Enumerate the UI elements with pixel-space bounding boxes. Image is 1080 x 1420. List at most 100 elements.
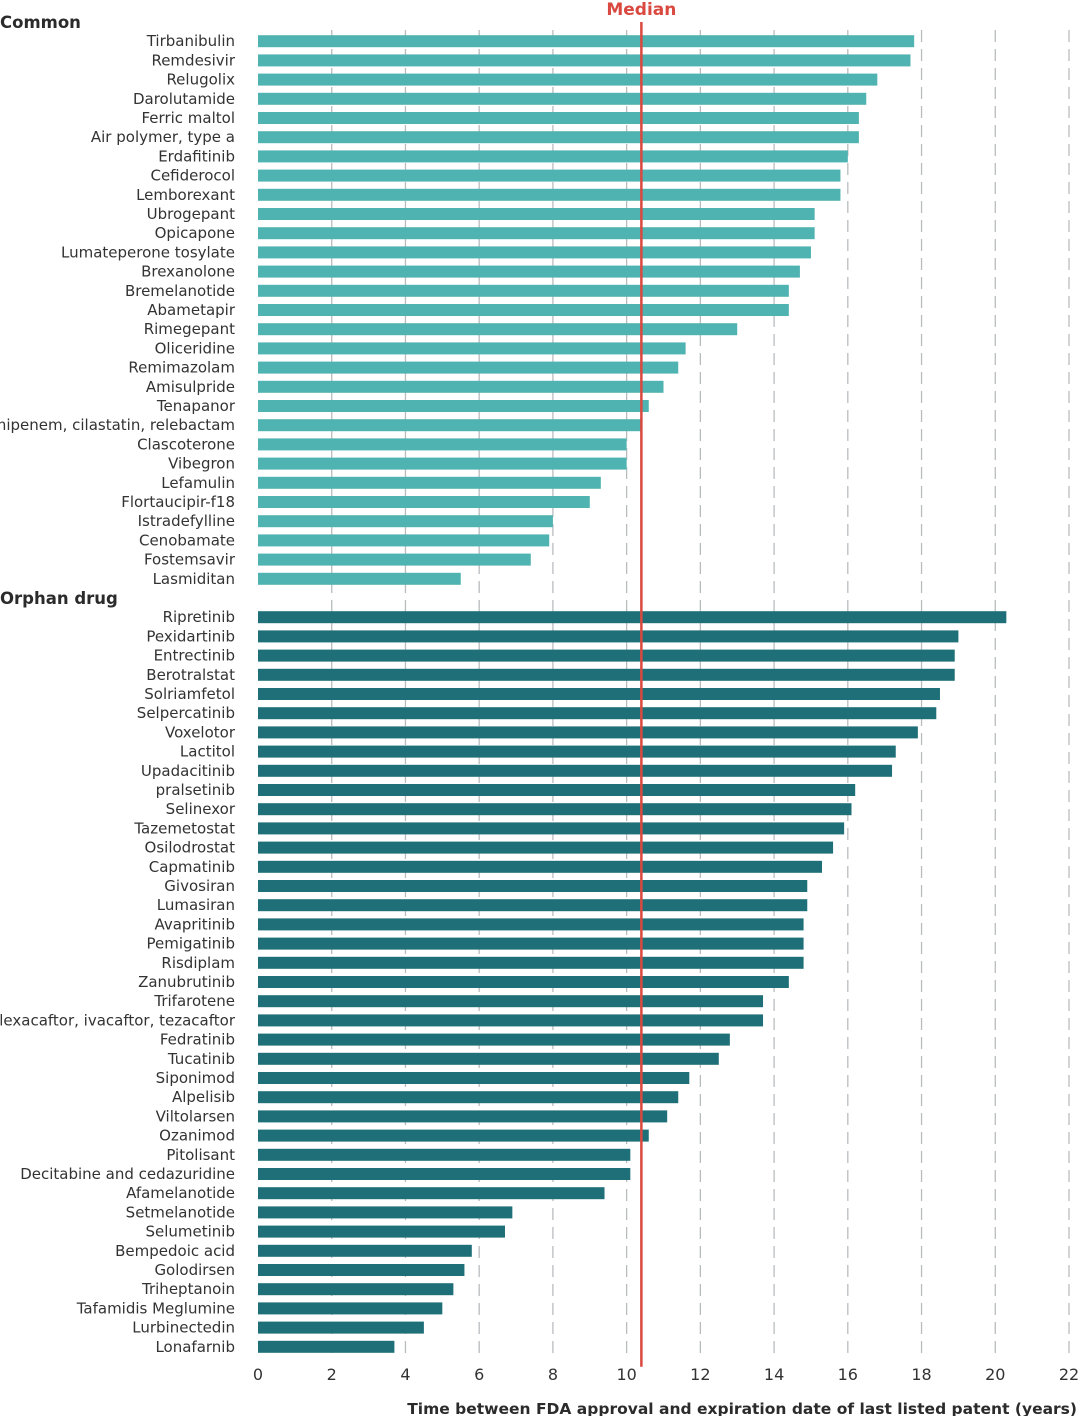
bar <box>258 515 553 528</box>
category-label: Decitabine and cedazuridine <box>20 1165 235 1183</box>
bar <box>258 822 845 835</box>
category-label: Selumetinib <box>145 1223 235 1241</box>
bar <box>258 688 940 700</box>
bar <box>258 1072 690 1084</box>
category-label: Alpelisib <box>172 1088 235 1106</box>
category-label: Givosiran <box>164 877 235 895</box>
bar <box>258 35 915 48</box>
category-label: Osilodrostat <box>145 839 236 857</box>
category-label: Zanubrutinib <box>138 973 235 991</box>
x-tick-label: 4 <box>400 1365 410 1384</box>
bar <box>258 918 804 931</box>
bar <box>258 1110 668 1123</box>
category-label: Upadacitinib <box>141 762 235 780</box>
bar <box>258 496 590 508</box>
x-tick-label: 10 <box>616 1365 636 1384</box>
category-label: Brexanolone <box>141 263 235 281</box>
category-label: Cenobamate <box>139 531 235 549</box>
bar <box>258 1206 513 1219</box>
category-label: Remdesivir <box>151 51 235 69</box>
bar <box>258 937 804 950</box>
category-label: Tucatinib <box>167 1050 235 1068</box>
bar <box>258 956 804 969</box>
x-tick-label: 0 <box>253 1365 263 1384</box>
bar <box>258 1283 454 1296</box>
bar <box>258 880 808 892</box>
bar <box>258 860 823 873</box>
category-label: Oliceridine <box>155 339 235 357</box>
category-label: Lurbinectedin <box>132 1319 235 1337</box>
bar <box>258 227 815 240</box>
bar <box>258 764 893 777</box>
category-label: Istradefylline <box>138 512 235 530</box>
bar <box>258 649 955 662</box>
category-label: Clascoterone <box>137 435 235 453</box>
x-tick-label: 18 <box>911 1365 931 1384</box>
bar <box>258 150 848 163</box>
bar <box>258 976 789 988</box>
category-label: Afamelanotide <box>126 1184 235 1202</box>
bar <box>258 1052 719 1065</box>
category-label: Fedratinib <box>160 1031 235 1049</box>
category-label: Selpercatinib <box>137 704 235 722</box>
category-label: Solriamfetol <box>144 685 235 703</box>
x-tick-label: 8 <box>548 1365 558 1384</box>
category-label: Golodirsen <box>154 1261 235 1279</box>
bar <box>258 1091 679 1104</box>
bar <box>258 668 955 681</box>
bar <box>258 284 789 297</box>
category-label: Rimegepant <box>144 320 235 338</box>
category-label: Lefamulin <box>161 474 235 492</box>
category-label: Lonafarnib <box>155 1338 235 1356</box>
category-label: Darolutamide <box>133 90 235 108</box>
bar <box>258 361 679 374</box>
category-label: Vibegron <box>168 455 235 473</box>
category-label: Siponimod <box>156 1069 235 1087</box>
category-label: Fostemsavir <box>144 551 236 569</box>
x-tick-label: 6 <box>474 1365 484 1384</box>
category-label: Berotralstat <box>146 666 235 684</box>
category-label: Imipenem, cilastatin, relebactam <box>0 416 235 434</box>
bar <box>258 342 686 355</box>
category-label: Tirbanibulin <box>146 32 235 50</box>
bar <box>258 630 959 643</box>
bar <box>258 54 911 67</box>
category-label: Bremelanotide <box>125 282 235 300</box>
category-label: Selinexor <box>166 800 236 818</box>
bar <box>258 803 852 816</box>
category-label: Pexidartinib <box>146 627 235 645</box>
category-label: Risdiplam <box>161 954 235 972</box>
bar <box>258 553 531 566</box>
category-label: Capmatinib <box>149 858 235 876</box>
bar <box>258 457 627 470</box>
bar <box>258 476 601 489</box>
bar <box>258 841 834 854</box>
bar <box>258 1168 631 1180</box>
bar <box>258 1264 465 1276</box>
category-label: pralsetinib <box>156 781 235 799</box>
bar <box>258 784 856 796</box>
bar <box>258 169 841 182</box>
bar <box>258 1302 443 1315</box>
x-tick-label: 16 <box>838 1365 858 1384</box>
category-label: Tazemetostat <box>133 819 235 837</box>
bar <box>258 534 550 547</box>
category-label: Remimazolam <box>128 359 235 377</box>
category-label: Bempedoic acid <box>115 1242 235 1260</box>
category-label: Lumasiran <box>157 896 235 914</box>
bar <box>258 1033 730 1046</box>
category-label: Triheptanoin <box>141 1280 235 1298</box>
category-label: Ubrogepant <box>147 205 235 223</box>
category-label: Erdafitinib <box>158 147 235 165</box>
category-label: Tafamidis Meglumine <box>76 1299 235 1317</box>
category-label: Tenapanor <box>156 397 236 415</box>
median-label: Median <box>606 0 676 20</box>
bar <box>258 707 937 720</box>
bar <box>258 1187 605 1200</box>
category-label: Trifarotene <box>153 992 235 1010</box>
x-tick-label: 2 <box>327 1365 337 1384</box>
x-axis-title: Time between FDA approval and expiration… <box>407 1400 1077 1416</box>
category-label: Ripretinib <box>163 608 235 626</box>
